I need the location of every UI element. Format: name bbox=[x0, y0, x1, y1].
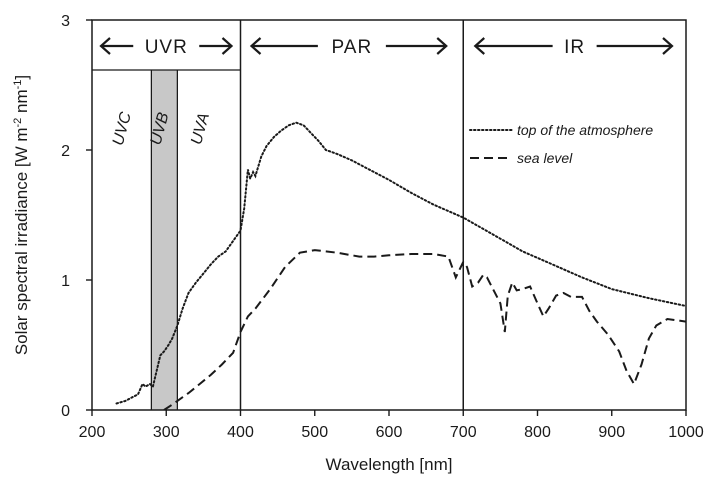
y-tick-label: 1 bbox=[61, 273, 70, 290]
y-axis-title-sup1: -2 bbox=[12, 118, 24, 128]
x-tick-label: 200 bbox=[79, 424, 106, 441]
y-axis-title-main: Solar spectral irradiance [W m bbox=[12, 127, 31, 355]
uvb-shaded-band bbox=[150, 69, 178, 411]
x-tick-label: 300 bbox=[153, 424, 180, 441]
y-tick-label: 0 bbox=[61, 403, 70, 420]
uvr-band-label: UVR bbox=[145, 37, 188, 58]
uvr-left-arrow bbox=[99, 37, 134, 55]
series-line-sea-level bbox=[163, 249, 686, 410]
y-tick-label: 3 bbox=[61, 13, 70, 30]
legend-label-top-of-atmosphere: top of the atmosphere bbox=[517, 122, 653, 138]
legend: top of the atmosphere sea level bbox=[469, 122, 653, 166]
y-axis-ticks: 0 1 2 3 bbox=[61, 13, 92, 420]
y-axis-title-mid: nm bbox=[12, 89, 31, 117]
uva-sub-label: UVA bbox=[188, 111, 213, 146]
x-tick-label: 600 bbox=[376, 424, 403, 441]
band-arrows bbox=[99, 37, 674, 55]
x-tick-label: 900 bbox=[598, 424, 625, 441]
par-left-arrow bbox=[249, 37, 318, 55]
x-axis-title: Wavelength [nm] bbox=[326, 455, 453, 474]
series-line-top-of-atmosphere bbox=[115, 121, 686, 405]
y-tick-label: 2 bbox=[61, 143, 70, 160]
y-axis-title-sup2: -1 bbox=[12, 80, 24, 90]
x-tick-label: 1000 bbox=[668, 424, 704, 441]
x-tick-label: 400 bbox=[227, 424, 254, 441]
plot-area-frame bbox=[91, 19, 687, 411]
ir-band-label: IR bbox=[564, 37, 585, 58]
y-axis-title: Solar spectral irradiance [W m-2 nm-1] bbox=[12, 75, 31, 355]
ir-left-arrow bbox=[473, 37, 553, 55]
x-tick-label: 500 bbox=[301, 424, 328, 441]
ir-right-arrow bbox=[596, 37, 674, 55]
x-axis-ticks: 200 300 400 500 600 700 800 900 1000 bbox=[79, 410, 704, 441]
x-tick-label: 700 bbox=[450, 424, 477, 441]
uvc-sub-label: UVC bbox=[110, 110, 135, 147]
uvr-right-arrow bbox=[199, 37, 234, 55]
par-band-label: PAR bbox=[332, 37, 373, 58]
y-axis-title-end: ] bbox=[12, 75, 31, 80]
x-tick-label: 800 bbox=[524, 424, 551, 441]
legend-label-sea-level: sea level bbox=[517, 150, 573, 166]
par-right-arrow bbox=[385, 37, 448, 55]
